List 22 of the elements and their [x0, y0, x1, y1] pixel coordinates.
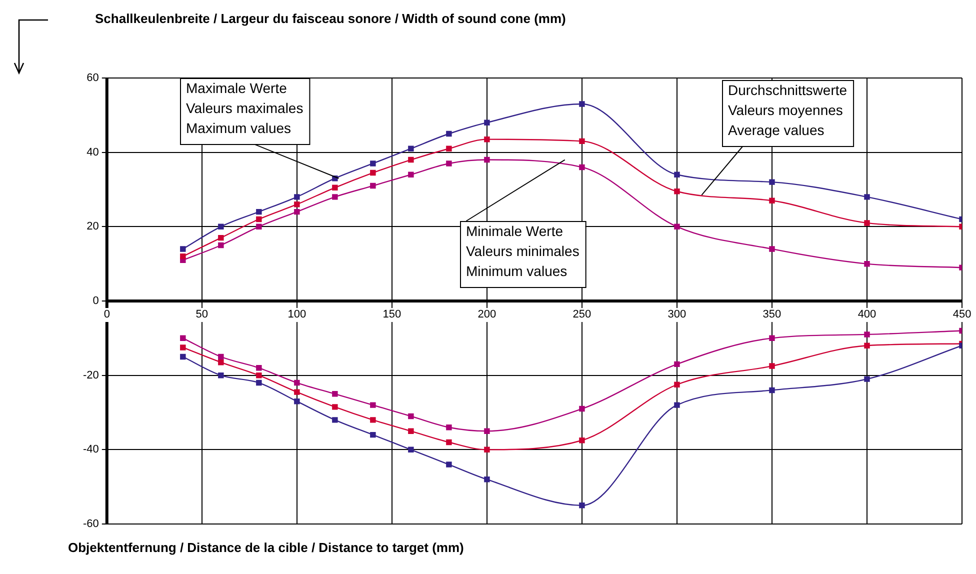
annotation: Maximale Werte Valeurs maximales Maximum values — [186, 80, 304, 136]
x-tick-label: 200 — [478, 308, 496, 321]
y-tick-label: 0 — [92, 295, 99, 308]
x-tick-label: 250 — [572, 308, 592, 321]
x-tick-label: 450 — [952, 308, 972, 321]
x-tick-label: 50 — [196, 308, 208, 321]
x-tick-label: 350 — [762, 308, 782, 321]
annotation: Minimale Werte Valeurs minimales Minimum values — [466, 222, 580, 279]
x-axis-title: Objektentfernung / Distance de la cible / Distance to target (mm) — [68, 540, 464, 555]
x-tick-label: 300 — [668, 308, 686, 321]
y-tick-label: -40 — [82, 444, 99, 456]
x-tick-label: 0 — [104, 308, 110, 321]
y-tick-label: -60 — [82, 518, 99, 530]
y-tick-label: -20 — [82, 369, 99, 382]
x-tick-label: 100 — [288, 308, 306, 321]
y-tick-label: 20 — [86, 220, 99, 233]
y-tick-label: 40 — [86, 146, 99, 158]
y-tick-label: 60 — [86, 72, 99, 84]
y-axis-title: Schallkeulenbreite / Largeur du faisceau sonore / Width of sound cone (mm) — [95, 11, 566, 26]
x-tick-label: 400 — [858, 308, 876, 321]
annotation: Durchschnittswerte Valeurs moyennes Average values — [728, 82, 848, 138]
x-tick-label: 150 — [382, 308, 402, 321]
